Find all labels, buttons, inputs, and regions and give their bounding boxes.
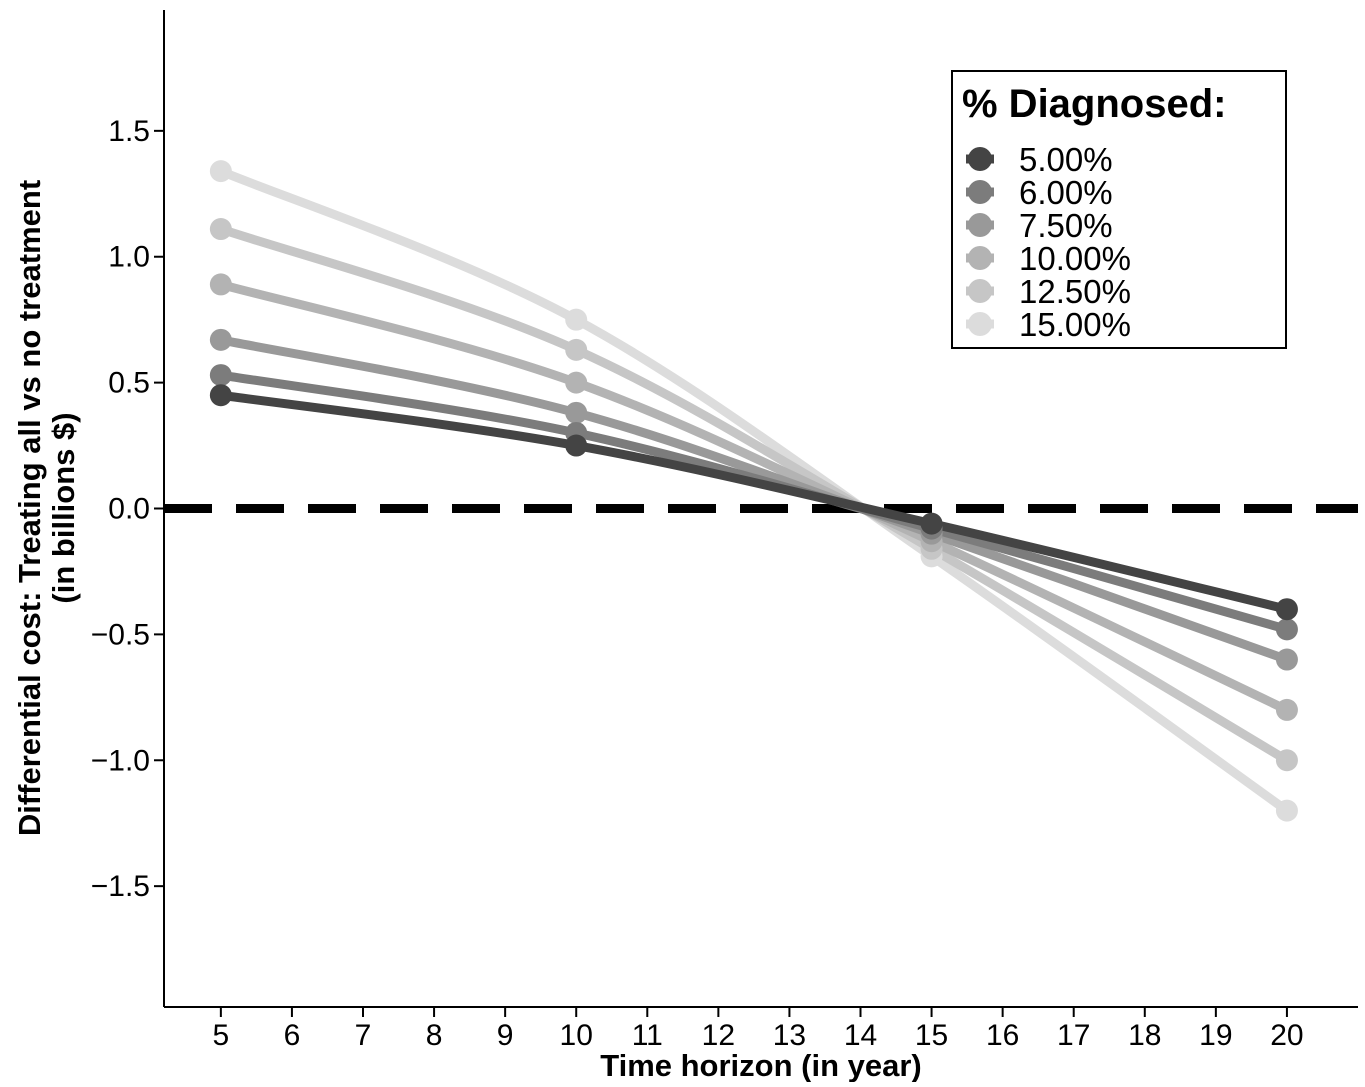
series-points bbox=[209, 160, 1298, 822]
data-point bbox=[1275, 648, 1298, 671]
x-tick-label: 10 bbox=[560, 1019, 593, 1052]
data-point bbox=[1275, 749, 1298, 772]
data-point bbox=[565, 371, 588, 394]
legend-swatch-dot bbox=[968, 312, 992, 336]
legend-label: 10.00% bbox=[1019, 240, 1131, 277]
x-tick-label: 11 bbox=[632, 1019, 663, 1052]
y-tick-label: −0.5 bbox=[91, 618, 150, 651]
legend-swatch-dot bbox=[968, 279, 992, 303]
x-tick-label: 7 bbox=[355, 1019, 372, 1052]
data-point bbox=[209, 160, 232, 183]
legend-swatch-dot bbox=[968, 147, 992, 171]
legend-label: 7.50% bbox=[1019, 207, 1113, 244]
x-tick-label: 17 bbox=[1057, 1019, 1090, 1052]
x-tick-label: 12 bbox=[702, 1019, 735, 1052]
series-line bbox=[216, 166, 1292, 816]
data-point bbox=[209, 218, 232, 241]
data-point bbox=[209, 384, 232, 407]
y-tick-label: 1.5 bbox=[108, 115, 150, 148]
x-tick-label: 18 bbox=[1128, 1019, 1161, 1052]
series-lines bbox=[216, 166, 1292, 816]
x-tick-label: 13 bbox=[773, 1019, 806, 1052]
data-point bbox=[209, 364, 232, 387]
data-point bbox=[1275, 799, 1298, 822]
y-tick-label: −1.5 bbox=[91, 870, 150, 903]
y-tick-label: 1.0 bbox=[108, 241, 150, 274]
data-point bbox=[565, 338, 588, 361]
series-line bbox=[216, 335, 1292, 665]
x-tick-label: 19 bbox=[1199, 1019, 1232, 1052]
x-axis-title: Time horizon (in year) bbox=[600, 1048, 922, 1082]
y-tick-label: 0.0 bbox=[108, 493, 150, 526]
y-axis-title-line2: (in billions $) bbox=[46, 412, 81, 603]
data-point bbox=[1275, 618, 1298, 641]
x-ticks: 5 6 7 8 9 10 11 12 13 14 15 16 17 18 19 20 bbox=[213, 1007, 1304, 1052]
legend-item: 15.00% bbox=[966, 306, 1131, 343]
x-tick-label: 15 bbox=[915, 1019, 948, 1052]
series-line bbox=[216, 390, 1292, 614]
data-point bbox=[565, 308, 588, 331]
x-tick-label: 14 bbox=[844, 1019, 877, 1052]
data-point bbox=[565, 434, 588, 457]
x-tick-label: 9 bbox=[497, 1019, 514, 1052]
y-ticks: −1.5 −1.0 −0.5 0.0 0.5 1.0 1.5 bbox=[91, 115, 164, 903]
legend-item: 7.50% bbox=[966, 207, 1113, 244]
x-tick-label: 16 bbox=[986, 1019, 1019, 1052]
y-axis-title-line1: Differential cost: Treating all vs no tr… bbox=[12, 180, 47, 836]
x-tick-label: 6 bbox=[284, 1019, 301, 1052]
legend-swatch-dot bbox=[968, 246, 992, 270]
legend-items: 5.00%6.00%7.50%10.00%12.50%15.00% bbox=[966, 141, 1131, 343]
legend-swatch-dot bbox=[968, 180, 992, 204]
data-point bbox=[1275, 698, 1298, 721]
legend-item: 6.00% bbox=[966, 174, 1113, 211]
x-tick-label: 8 bbox=[426, 1019, 443, 1052]
data-point bbox=[565, 401, 588, 424]
legend-label: 12.50% bbox=[1019, 273, 1131, 310]
data-point bbox=[209, 328, 232, 351]
legend-label: 15.00% bbox=[1019, 306, 1131, 343]
data-point bbox=[1275, 598, 1298, 621]
legend-item: 12.50% bbox=[966, 273, 1131, 310]
legend-label: 5.00% bbox=[1019, 141, 1113, 178]
legend: % Diagnosed: 5.00%6.00%7.50%10.00%12.50%… bbox=[951, 70, 1287, 349]
legend-title: % Diagnosed: bbox=[962, 82, 1226, 126]
data-point bbox=[920, 512, 943, 535]
x-tick-label: 20 bbox=[1270, 1019, 1303, 1052]
legend-swatch-dot bbox=[968, 213, 992, 237]
legend-label: 6.00% bbox=[1019, 174, 1113, 211]
series-line bbox=[216, 224, 1292, 765]
data-point bbox=[209, 273, 232, 296]
series-line bbox=[216, 279, 1292, 715]
legend-item: 5.00% bbox=[966, 141, 1113, 178]
x-tick-label: 5 bbox=[213, 1019, 230, 1052]
y-tick-label: 0.5 bbox=[108, 367, 150, 400]
y-tick-label: −1.0 bbox=[91, 744, 150, 777]
legend-item: 10.00% bbox=[966, 240, 1131, 277]
legend-box bbox=[951, 70, 1287, 349]
